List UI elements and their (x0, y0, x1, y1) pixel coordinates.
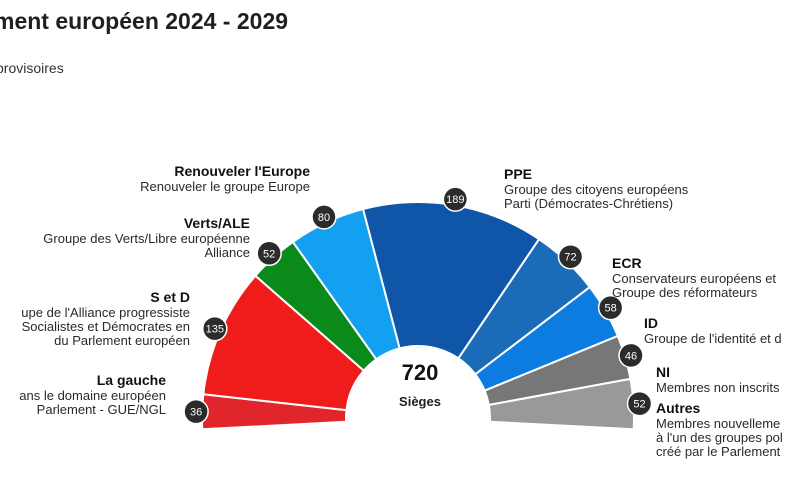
badge-sd (202, 315, 228, 342)
label-ecr-desc-1: Conservateurs européens et (612, 271, 777, 286)
label-sd-name: S et D (150, 289, 190, 305)
badge-ecr (557, 243, 584, 270)
label-renew-desc-1: Renouveler le groupe Europe (140, 179, 310, 194)
label-ni-name: NI (656, 364, 670, 380)
label-gue-ngl-desc-2: Parlement - GUE/NGL (36, 402, 166, 417)
label-ni-desc-1: Membres non inscrits (656, 380, 780, 395)
label-ecr-name: ECR (612, 255, 642, 271)
total-seats: 720 (401, 360, 439, 385)
badge-id (597, 294, 624, 321)
badge-value-sd: 135 (206, 324, 224, 336)
badge-others (626, 390, 653, 417)
badge-renew (311, 204, 337, 230)
label-ecr: ECR Conservateurs européens et Groupe de… (612, 255, 776, 300)
badge-value-id: 58 (605, 303, 617, 315)
badge-value-renew: 80 (318, 212, 330, 224)
label-ni: NI Membres non inscrits (656, 364, 780, 395)
label-epp: PPE Groupe des citoyens européens Parti … (504, 166, 688, 211)
badge-epp (442, 186, 469, 212)
label-sd: S et D upe de l'Alliance progressiste So… (21, 289, 190, 348)
page-title: ment européen 2024 - 2029 (0, 8, 289, 34)
label-id-desc-1: Groupe de l'identité et d (644, 331, 782, 346)
label-others-desc-1: Membres nouvelleme (656, 416, 781, 431)
label-renew-name: Renouveler l'Europe (174, 163, 310, 179)
page-subtitle: provisoires (0, 60, 64, 76)
label-others-desc-2: à l'un des groupes pol (656, 430, 783, 445)
badge-value-greens: 52 (263, 248, 275, 260)
badge-gue_ngl (183, 398, 209, 425)
label-sd-desc-2: Socialistes et Démocrates en (21, 319, 190, 334)
label-gue-ngl-desc-1: ans le domaine européen (19, 388, 166, 403)
total-seats-label: Sièges (399, 394, 441, 409)
label-greens-desc-2: Alliance (204, 245, 250, 260)
badge-value-ni: 46 (625, 350, 637, 362)
label-ecr-desc-2: Groupe des réformateurs (612, 285, 758, 300)
segment-epp (361, 201, 541, 360)
label-others: Autres Membres nouvelleme à l'un des gro… (656, 400, 783, 459)
badge-ni (618, 342, 644, 369)
badge-value-gue_ngl: 36 (190, 407, 202, 419)
label-greens: Verts/ALE Groupe des Verts/Libre europée… (43, 215, 250, 260)
badge-value-epp: 189 (446, 194, 464, 206)
label-others-desc-3: créé par le Parlement (656, 444, 781, 459)
badge-value-others: 52 (633, 399, 645, 411)
label-id-name: ID (644, 315, 658, 331)
label-id: ID Groupe de l'identité et d (644, 315, 782, 346)
label-epp-desc-1: Groupe des citoyens européens (504, 182, 689, 197)
label-epp-name: PPE (504, 166, 533, 182)
badge-value-ecr: 72 (564, 252, 576, 264)
label-gue-ngl-name: La gauche (96, 372, 166, 388)
label-renew: Renouveler l'Europe Renouveler le groupe… (140, 163, 310, 194)
label-sd-desc-1: upe de l'Alliance progressiste (21, 305, 190, 320)
label-sd-desc-3: du Parlement européen (54, 333, 190, 348)
badge-greens (256, 240, 282, 267)
label-greens-desc-1: Groupe des Verts/Libre européenne (43, 231, 250, 246)
label-others-name: Autres (656, 400, 701, 416)
label-gue-ngl: La gauche ans le domaine européen Parlem… (19, 372, 166, 417)
label-epp-desc-2: Parti (Démocrates-Chrétiens) (504, 196, 674, 211)
label-greens-name: Verts/ALE (183, 215, 250, 231)
